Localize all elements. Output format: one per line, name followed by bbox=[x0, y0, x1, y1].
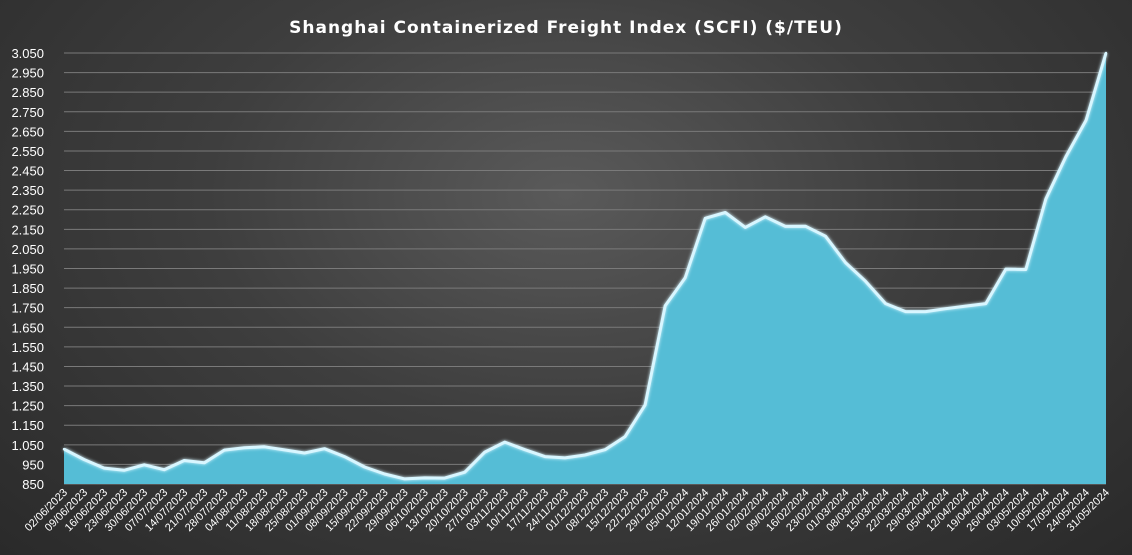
data-point bbox=[303, 451, 306, 455]
data-point bbox=[824, 235, 827, 238]
data-point bbox=[1084, 119, 1088, 122]
data-point bbox=[844, 261, 847, 264]
data-point bbox=[122, 469, 126, 472]
data-point bbox=[664, 304, 667, 307]
data-point bbox=[904, 310, 907, 313]
y-tick-label: 2.750 bbox=[11, 105, 44, 120]
y-tick-label: 950 bbox=[22, 457, 44, 472]
y-tick-label: 2.350 bbox=[11, 183, 44, 198]
data-point bbox=[643, 403, 647, 407]
data-point bbox=[463, 471, 466, 474]
y-tick-label: 1.950 bbox=[11, 262, 44, 277]
data-point bbox=[383, 472, 386, 476]
data-point bbox=[82, 458, 86, 461]
data-point bbox=[1044, 197, 1048, 200]
data-point bbox=[423, 476, 426, 480]
data-point bbox=[143, 463, 146, 466]
data-point bbox=[603, 448, 607, 451]
y-tick-label: 2.650 bbox=[11, 124, 44, 139]
data-point bbox=[443, 476, 446, 480]
data-point bbox=[1024, 268, 1028, 271]
data-point bbox=[163, 468, 166, 471]
data-point bbox=[704, 217, 707, 220]
data-point bbox=[483, 450, 486, 454]
data-point bbox=[563, 456, 567, 460]
data-point bbox=[944, 307, 947, 310]
y-tick-label: 1.650 bbox=[11, 320, 44, 335]
data-point bbox=[583, 453, 587, 457]
y-tick-label: 1.450 bbox=[11, 359, 44, 374]
data-point bbox=[784, 225, 787, 228]
data-point bbox=[363, 465, 366, 469]
y-tick-label: 2.450 bbox=[11, 164, 44, 179]
data-point bbox=[1004, 267, 1007, 271]
y-tick-label: 1.550 bbox=[11, 340, 44, 355]
y-tick-label: 1.050 bbox=[11, 438, 44, 453]
data-point bbox=[1064, 155, 1068, 158]
data-point bbox=[183, 459, 186, 462]
data-point bbox=[684, 276, 687, 279]
y-tick-label: 1.150 bbox=[11, 418, 44, 433]
y-tick-label: 2.050 bbox=[11, 242, 44, 257]
data-point bbox=[263, 445, 266, 448]
data-point bbox=[343, 455, 346, 458]
data-point bbox=[523, 448, 527, 451]
y-tick-label: 3.050 bbox=[11, 46, 44, 61]
area-fill bbox=[64, 53, 1106, 484]
data-point bbox=[62, 447, 66, 451]
data-point bbox=[243, 446, 246, 449]
data-point bbox=[884, 302, 887, 305]
data-point bbox=[283, 448, 286, 452]
y-tick-label: 2.150 bbox=[11, 222, 44, 237]
y-tick-label: 1.750 bbox=[11, 301, 44, 316]
data-point bbox=[102, 466, 106, 470]
y-tick-label: 2.550 bbox=[11, 144, 44, 159]
y-tick-label: 2.850 bbox=[11, 85, 44, 100]
data-point bbox=[804, 225, 807, 228]
y-tick-label: 1.350 bbox=[11, 379, 44, 394]
data-point bbox=[543, 455, 547, 458]
y-tick-label: 2.950 bbox=[11, 66, 44, 81]
data-point bbox=[984, 302, 987, 305]
data-point bbox=[764, 215, 767, 218]
data-point bbox=[203, 461, 206, 464]
data-point bbox=[964, 304, 967, 308]
data-point bbox=[223, 448, 226, 452]
data-point bbox=[924, 310, 927, 313]
y-tick-label: 850 bbox=[22, 477, 44, 492]
data-point bbox=[403, 477, 406, 481]
data-point bbox=[864, 280, 867, 283]
data-point bbox=[503, 440, 506, 444]
data-point bbox=[744, 226, 747, 229]
data-point bbox=[724, 211, 727, 214]
data-point bbox=[623, 435, 627, 438]
chart-title: Shanghai Containerized Freight Index (SC… bbox=[289, 18, 843, 38]
y-tick-label: 2.250 bbox=[11, 203, 44, 218]
y-tick-label: 1.250 bbox=[11, 399, 44, 414]
data-point bbox=[323, 447, 326, 450]
y-tick-label: 1.850 bbox=[11, 281, 44, 296]
data-point bbox=[1104, 51, 1108, 55]
